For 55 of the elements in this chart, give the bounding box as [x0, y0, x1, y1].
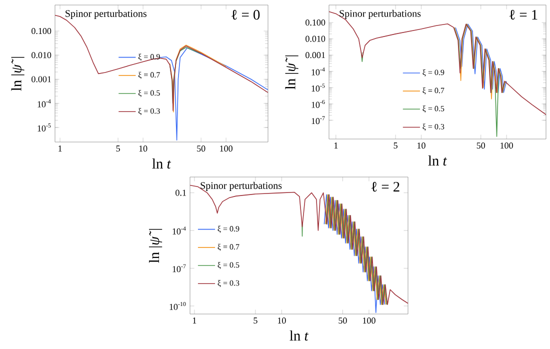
annotation: ℓ = 2: [372, 182, 400, 192]
legend-label: ξ = 0.5: [218, 262, 240, 269]
y-tick-label: 0.001: [32, 76, 51, 82]
legend-label: ξ = 0.5: [138, 90, 160, 97]
annotation: Spinor perturbations: [200, 182, 282, 191]
legend-label: ξ = 0.9: [422, 69, 444, 76]
annotation: Spinor perturbations: [340, 10, 421, 19]
y-tick-label: 10$^{-5}$: [312, 84, 325, 92]
legend-label: ξ = 0.7: [138, 72, 160, 79]
y-tick-label: 0.100: [32, 28, 52, 34]
legend-label: ξ = 0.3: [138, 108, 160, 116]
y-tick-label: 10$^{-5}$: [38, 124, 51, 132]
y-tick-label: 10$^{-10}$: [170, 302, 186, 310]
y-axis-title: ln |ψ̃|: [149, 228, 162, 263]
y-tick-label: 0.010: [32, 52, 52, 58]
annotation: Spinor perturbations: [66, 10, 146, 19]
y-tick-label: 0.001: [306, 52, 325, 58]
x-tick-label: 100: [220, 146, 232, 152]
legend-label: ξ = 0.7: [218, 244, 240, 251]
y-tick-label: 10$^{-7}$: [312, 116, 325, 124]
x-tick-label: 10: [139, 146, 148, 152]
x-tick-label: 100: [500, 142, 513, 149]
legend-label: ξ = 0.9: [138, 54, 160, 61]
x-tick-label: 100: [363, 318, 376, 324]
x-tick-label: 50: [338, 318, 347, 324]
legend-label: ξ = 0.3: [218, 280, 240, 288]
y-tick-label: 0.1: [176, 190, 186, 196]
x-tick-label: 5: [116, 146, 120, 152]
legend-label: ξ = 0.7: [422, 88, 444, 95]
x-tick-label: 10: [418, 142, 426, 149]
x-axis-title: ln t: [428, 155, 448, 166]
x-tick-label: 50: [476, 142, 486, 149]
y-tick-label: 10$^{-6}$: [312, 100, 325, 108]
legend-label: ξ = 0.3: [422, 124, 444, 131]
legend-label: ξ = 0.9: [218, 226, 240, 233]
x-tick-label: 1: [58, 146, 62, 152]
y-tick-label: 0.100: [306, 20, 326, 26]
x-tick-label: 5: [394, 142, 398, 149]
annotation: ℓ = 1: [510, 10, 538, 20]
y-axis-title: ln |ψ̃|: [285, 55, 298, 90]
y-tick-label: 0.010: [306, 36, 326, 42]
annotation: ℓ = 0: [232, 10, 260, 20]
x-tick-label: 1: [334, 142, 338, 148]
x-tick-label: 50: [197, 146, 206, 152]
y-tick-label: 10$^{-4}$: [172, 226, 186, 234]
x-tick-label: 10: [278, 318, 286, 324]
x-axis-title: ln t: [152, 158, 172, 169]
y-tick-label: 10$^{-4}$: [38, 99, 51, 108]
legend-label: ξ = 0.5: [422, 106, 444, 113]
y-axis-title: ln |ψ̃|: [11, 56, 24, 91]
y-tick-label: 10$^{-4}$: [312, 67, 325, 76]
x-tick-label: 1: [192, 318, 196, 324]
x-axis-title: ln t: [290, 330, 309, 341]
x-tick-label: 5: [254, 318, 258, 324]
y-tick-label: 10$^{-7}$: [172, 264, 186, 272]
